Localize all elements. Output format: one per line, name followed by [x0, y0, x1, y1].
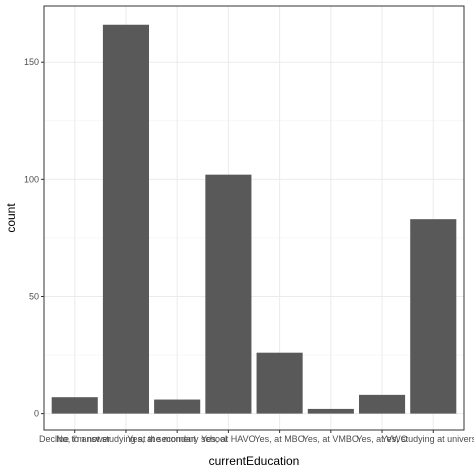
bar: [154, 400, 200, 414]
y-tick-label: 150: [24, 57, 39, 67]
bar: [308, 409, 354, 414]
x-tick-label: Yes, at HAVO: [201, 434, 256, 444]
y-tick-label: 0: [34, 409, 39, 419]
bar: [52, 397, 98, 413]
bar: [359, 395, 405, 414]
bar: [103, 25, 149, 414]
y-tick-label: 100: [24, 174, 39, 184]
x-tick-label: Yes, at VMBO: [303, 434, 359, 444]
x-axis-title: currentEducation: [209, 454, 300, 468]
bar: [257, 353, 303, 414]
y-tick-label: 50: [29, 291, 39, 301]
x-tick-label: Yes, at MBO: [255, 434, 305, 444]
bar: [205, 175, 251, 414]
y-axis-ticks: 0 50 100 150: [24, 57, 44, 418]
bar: [410, 219, 456, 413]
x-tick-label: Yes, studying at university: [381, 434, 474, 444]
y-axis-title: count: [4, 203, 18, 233]
